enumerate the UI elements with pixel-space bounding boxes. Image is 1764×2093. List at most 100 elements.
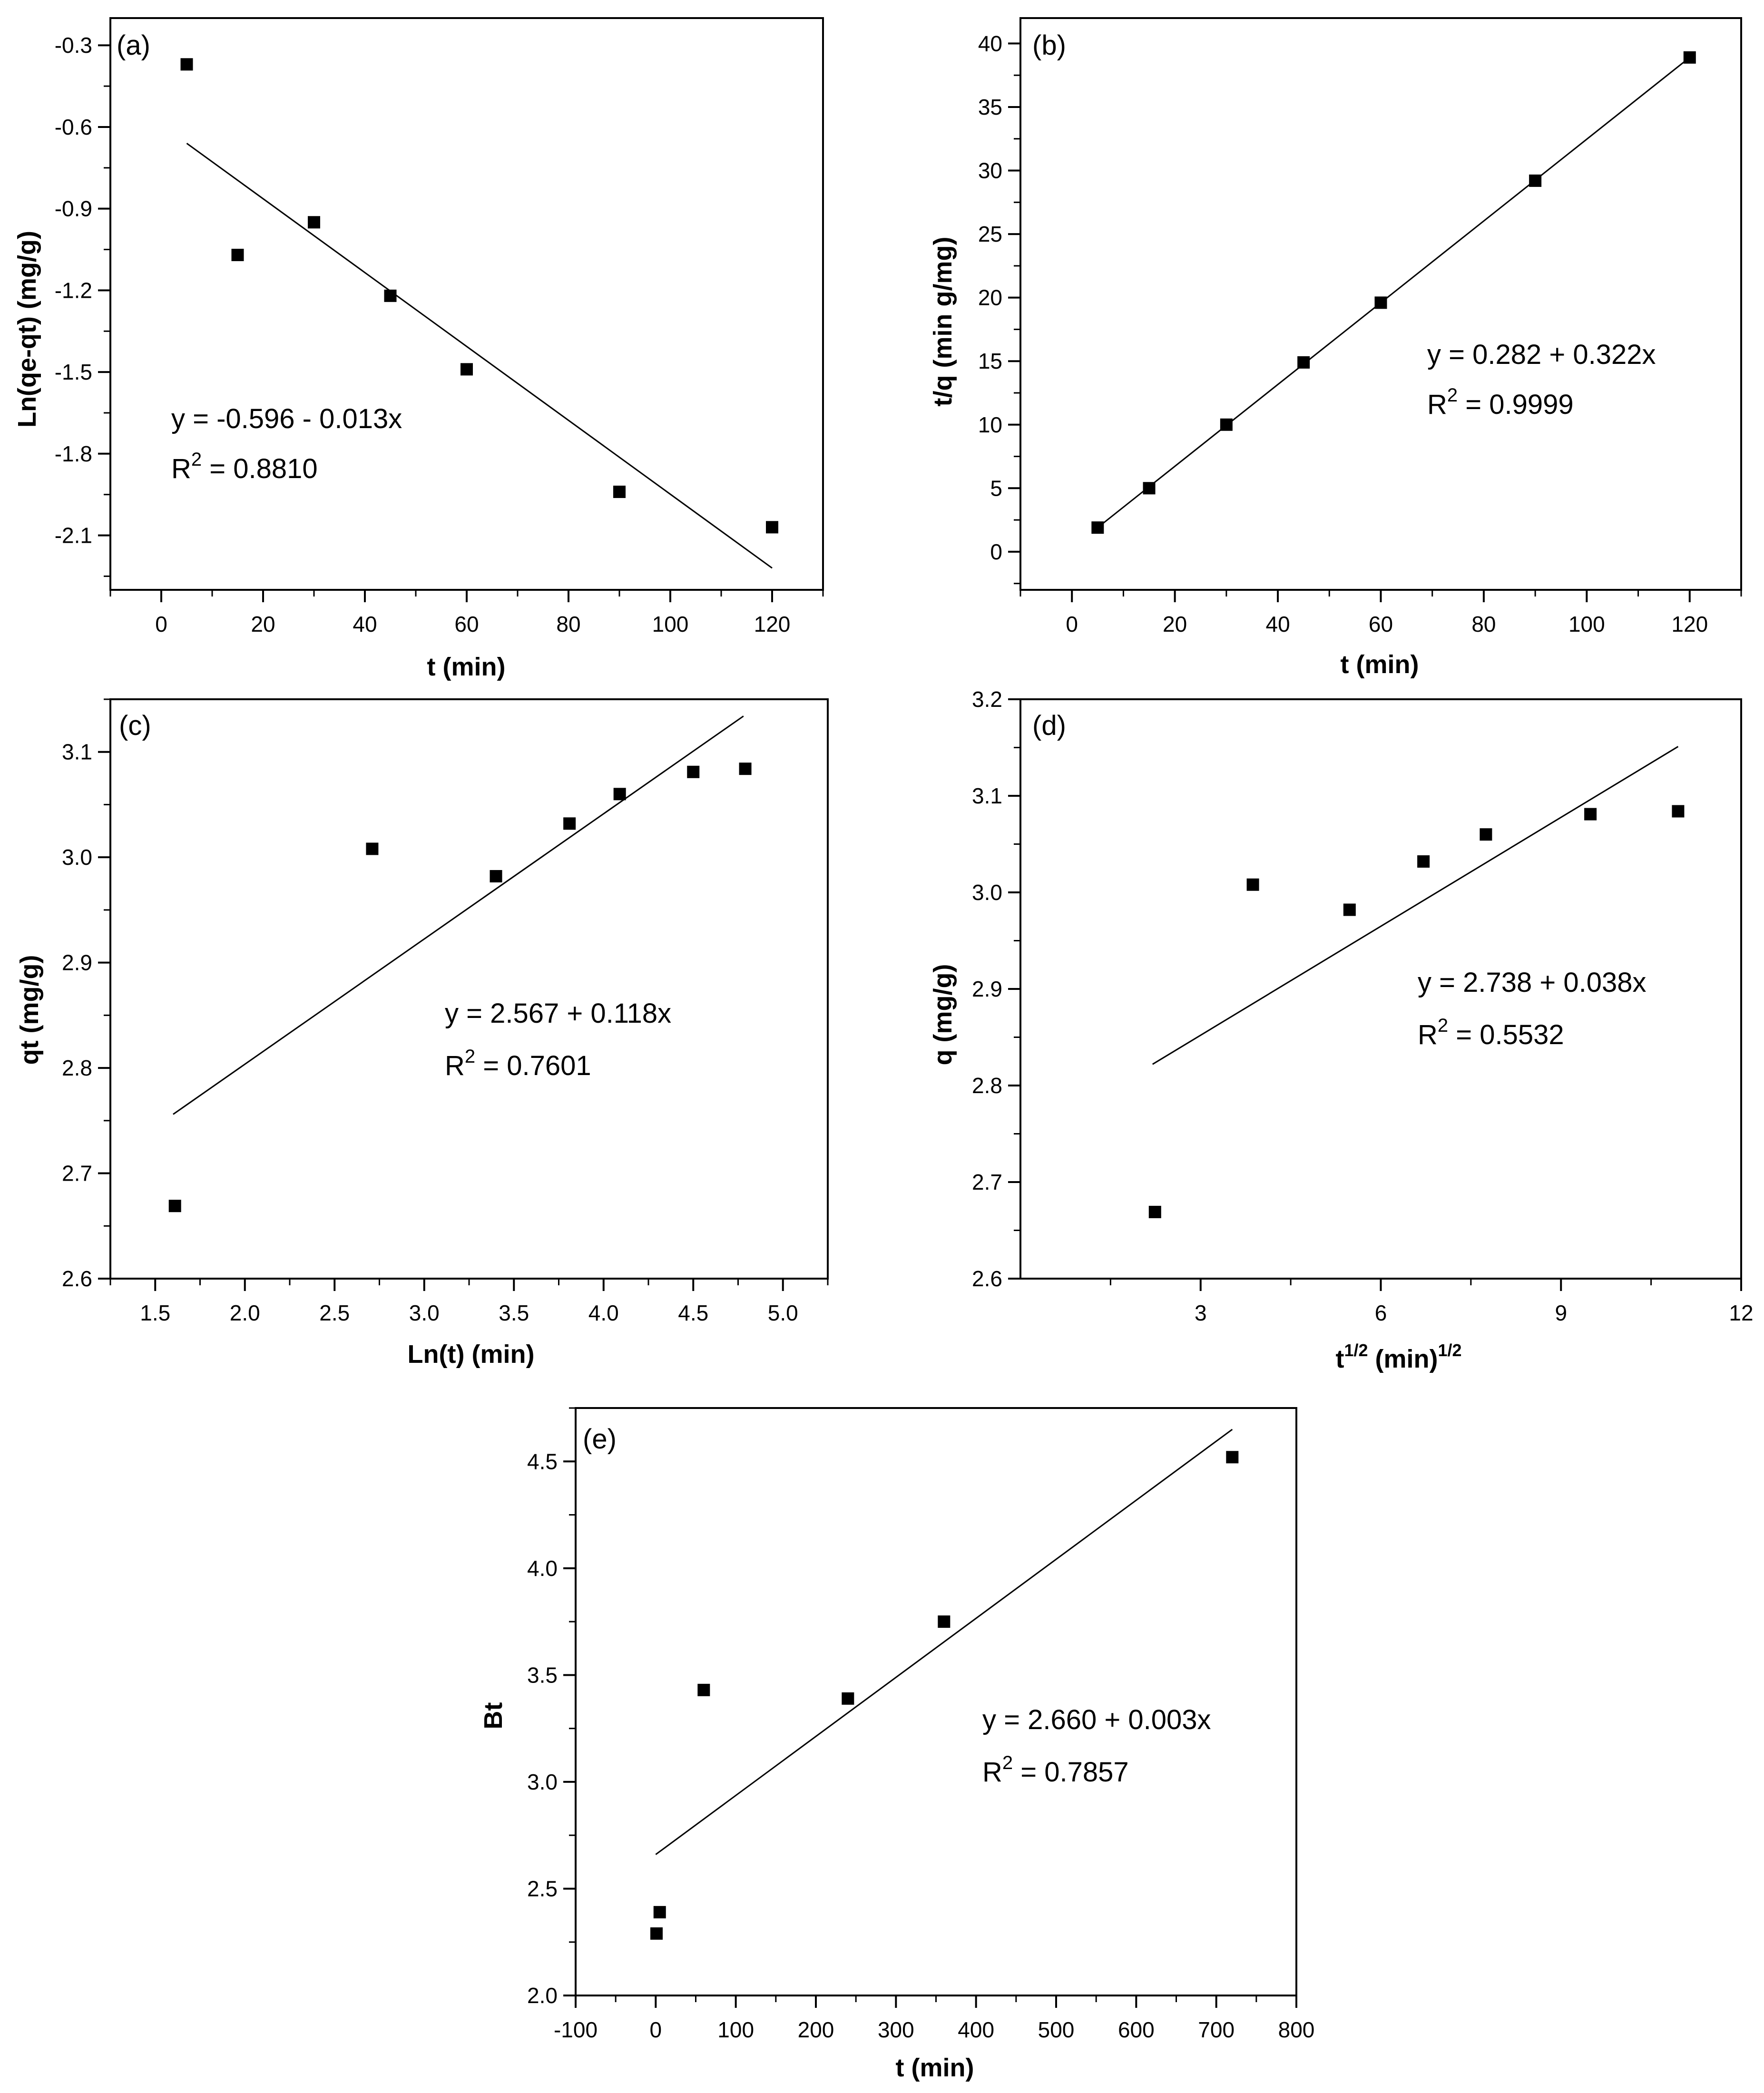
- x-tick-label: 120: [754, 612, 791, 636]
- x-tick-label: 4.0: [588, 1301, 619, 1325]
- x-tick-label: 100: [1568, 612, 1605, 636]
- x-tick-label: 300: [878, 2017, 914, 2042]
- data-point: [842, 1692, 854, 1705]
- x-tick-label: 40: [1265, 612, 1290, 636]
- data-point: [739, 763, 752, 775]
- y-tick-label: 30: [978, 158, 1002, 183]
- data-point: [938, 1615, 951, 1628]
- y-tick-label: 2.6: [62, 1266, 92, 1291]
- y-tick-label: 4.5: [527, 1449, 558, 1474]
- panel-a-r-squared: R2 = 0.8810: [171, 449, 318, 484]
- data-point: [653, 1906, 666, 1918]
- panel-b: 0 20 40 60 80 100 120 0 5 10 15 20 25 30 35 40 (b) y = …: [929, 17, 1742, 679]
- data-point: [650, 1927, 663, 1940]
- data-point: [384, 289, 397, 302]
- panel-c-label: (c): [119, 710, 151, 741]
- y-tick-label: 2.0: [527, 1983, 558, 2008]
- panel-b-y-axis-title: t/q (min g/mg): [929, 237, 957, 407]
- y-tick-label: 2.7: [62, 1161, 92, 1186]
- data-point: [1091, 521, 1104, 534]
- y-tick-label: -2.1: [55, 523, 92, 548]
- data-point: [563, 817, 576, 830]
- y-tick-label: 4.0: [527, 1556, 558, 1581]
- panel-d: 3 6 9 12 2.6 2.7 2.8 2.9 3.0 3.1 3.2 (d) y = 2.738…: [929, 687, 1754, 1373]
- x-tick-label: -100: [554, 2017, 598, 2042]
- x-tick-label: 60: [454, 612, 479, 636]
- data-point: [1143, 482, 1156, 495]
- panel-e: -100 0 100 200 300 400 500 600 700 800 2.0 2.5 3.0 3.…: [479, 1407, 1315, 2082]
- y-tick-label: 3.5: [527, 1663, 558, 1687]
- panel-e-y-axis-title: Bt: [479, 1702, 508, 1729]
- y-tick-label: 3.2: [972, 687, 1002, 712]
- data-point: [1374, 296, 1387, 309]
- x-tick-label: 3.0: [409, 1301, 440, 1325]
- x-tick-label: 0: [1066, 612, 1078, 636]
- x-tick-label: 60: [1369, 612, 1393, 636]
- y-tick-label: 5: [990, 476, 1002, 500]
- data-point: [1343, 903, 1356, 916]
- x-tick-label: 2.0: [230, 1301, 260, 1325]
- x-tick-label: 2.5: [319, 1301, 350, 1325]
- panel-c-r-squared: R2 = 0.7601: [445, 1046, 591, 1081]
- panel-d-equation: y = 2.738 + 0.038x: [1418, 967, 1646, 998]
- x-tick-label: 12: [1729, 1301, 1753, 1325]
- x-tick-label: 5.0: [768, 1301, 798, 1325]
- x-tick-label: 700: [1198, 2017, 1235, 2042]
- data-point: [1148, 1205, 1161, 1218]
- y-tick-label: -0.6: [55, 115, 92, 139]
- y-tick-label: 3.0: [527, 1770, 558, 1794]
- y-tick-label: 25: [978, 222, 1002, 246]
- panel-c-equation: y = 2.567 + 0.118x: [445, 998, 671, 1029]
- y-tick-label: -1.8: [55, 441, 92, 466]
- panel-b-r-squared: R2 = 0.9999: [1427, 385, 1574, 420]
- x-tick-label: 0: [155, 612, 167, 636]
- y-tick-label: 2.9: [62, 950, 92, 975]
- data-point: [1584, 808, 1597, 821]
- x-tick-label: 4.5: [678, 1301, 708, 1325]
- panel-d-r-squared: R2 = 0.5532: [1418, 1015, 1564, 1050]
- x-tick-label: 40: [353, 612, 377, 636]
- panel-b-plot: 0 20 40 60 80 100 120 0 5 10 15 20 25 30 35 40: [978, 17, 1742, 636]
- y-tick-label: -1.2: [55, 278, 92, 303]
- x-tick-label: 0: [650, 2017, 662, 2042]
- panel-a: 0 20 40 60 80 100 120 -0.3 -0.6 -0.9 -1.2 -1.5 -1.8 -…: [13, 17, 824, 681]
- data-point: [1220, 418, 1233, 431]
- x-tick-label: 100: [652, 612, 689, 636]
- y-tick-label: 3.0: [972, 880, 1002, 905]
- panel-b-equation: y = 0.282 + 0.322x: [1427, 339, 1656, 370]
- x-tick-label: 3: [1195, 1301, 1207, 1325]
- fit-line: [655, 1428, 1233, 1855]
- data-point: [613, 788, 626, 801]
- x-tick-label: 1.5: [140, 1301, 170, 1325]
- x-tick-label: 400: [958, 2017, 994, 2042]
- panel-b-label: (b): [1032, 30, 1066, 61]
- data-point: [687, 765, 700, 778]
- y-tick-label: -0.3: [55, 33, 92, 58]
- x-tick-label: 800: [1278, 2017, 1315, 2042]
- panel-e-r-squared: R2 = 0.7857: [982, 1752, 1129, 1788]
- fit-line: [1152, 746, 1679, 1065]
- fit-line: [186, 143, 773, 569]
- data-point: [697, 1683, 710, 1696]
- data-point: [490, 870, 502, 883]
- data-point: [1246, 878, 1259, 891]
- panel-d-x-axis-title: t1/2 (min)1/2: [1335, 1340, 1461, 1373]
- x-tick-label: 20: [251, 612, 275, 636]
- y-tick-label: 2.6: [972, 1266, 1002, 1291]
- x-tick-label: 80: [556, 612, 580, 636]
- x-tick-label: 3.5: [499, 1301, 529, 1325]
- data-point: [1226, 1451, 1239, 1464]
- x-tick-label: 120: [1671, 612, 1708, 636]
- panel-c-plot: 1.5 2.0 2.5 3.0 3.5 4.0 4.5 5.0 2.6 2.7 2.8 2.9 3.0 3…: [62, 698, 829, 1325]
- data-point: [613, 485, 626, 498]
- panel-a-plot: 0 20 40 60 80 100 120 -0.3 -0.6 -0.9 -1.2 -1.5 -1.8 -…: [55, 17, 824, 636]
- data-point: [1480, 828, 1492, 841]
- data-point: [1683, 51, 1696, 64]
- x-tick-label: 500: [1038, 2017, 1075, 2042]
- fit-line: [173, 715, 744, 1115]
- y-tick-label: 2.9: [972, 977, 1002, 1001]
- data-point: [231, 248, 244, 261]
- data-point: [180, 58, 193, 71]
- panel-e-plot: -100 0 100 200 300 400 500 600 700 800 2.0 2.5 3.0 3.…: [527, 1407, 1315, 2042]
